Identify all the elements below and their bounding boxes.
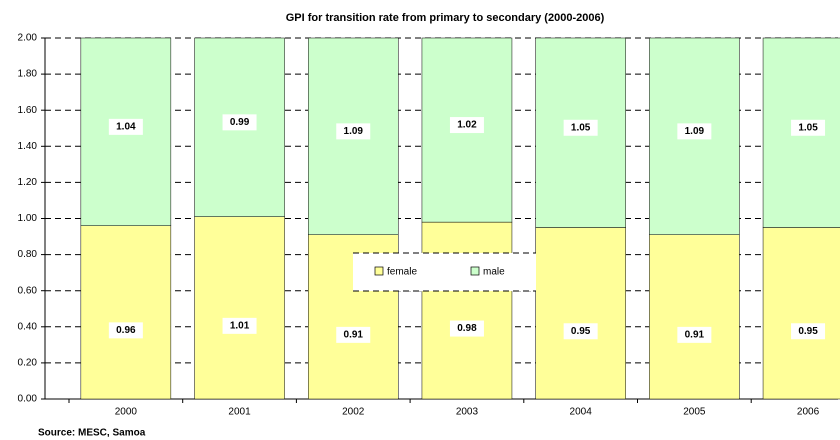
x-tick-label: 2001	[228, 407, 251, 418]
legend-label: female	[387, 267, 417, 278]
x-tick-label: 2000	[115, 407, 138, 418]
data-label: 0.99	[230, 117, 250, 128]
label-box	[791, 323, 826, 340]
legend-swatch	[470, 266, 480, 276]
label-box	[336, 326, 371, 343]
bar-segment	[421, 221, 513, 400]
label-box	[791, 119, 826, 136]
data-label: 1.05	[798, 122, 818, 133]
y-tick-label: 0.40	[18, 321, 38, 332]
label-box	[222, 114, 257, 131]
label-box	[677, 123, 712, 140]
data-label: 1.09	[685, 126, 705, 137]
bar-segment	[762, 227, 840, 400]
y-tick-label: 1.80	[18, 69, 38, 80]
y-tick-label: 0.00	[18, 394, 38, 405]
data-label: 0.91	[685, 330, 705, 341]
bar-segment	[80, 225, 172, 400]
label-box	[222, 317, 257, 334]
data-label: 1.01	[230, 320, 250, 331]
bar-segment	[194, 216, 285, 400]
y-tick-label: 0.60	[18, 285, 38, 296]
chart-title: GPI for transition rate from primary to …	[286, 12, 605, 24]
data-label: 1.09	[344, 126, 364, 137]
legend-label: male	[483, 267, 505, 278]
data-label: 0.95	[798, 326, 818, 337]
data-label: 0.96	[116, 325, 136, 336]
y-tick-label: 0.80	[18, 249, 38, 260]
data-label: 1.04	[116, 122, 136, 133]
x-tick-label: 2004	[570, 407, 593, 418]
label-box	[563, 323, 598, 340]
label-box	[563, 119, 598, 136]
bar-segment	[535, 227, 626, 400]
y-tick-label: 1.40	[18, 141, 38, 152]
label-box	[336, 123, 371, 140]
label-box	[449, 117, 484, 134]
label-box	[449, 320, 484, 337]
data-label: 0.95	[571, 326, 591, 337]
source-note: Source: MESC, Samoa	[38, 428, 146, 439]
data-label: 1.05	[571, 122, 591, 133]
y-tick-label: 1.60	[18, 105, 38, 116]
y-tick-label: 0.20	[18, 358, 38, 369]
y-tick-label: 1.20	[18, 177, 38, 188]
label-box	[108, 118, 143, 135]
x-tick-label: 2006	[797, 407, 820, 418]
x-tick-label: 2003	[456, 407, 479, 418]
bar-segment	[649, 234, 740, 400]
data-label: 1.02	[457, 120, 477, 131]
legend-box	[353, 253, 536, 291]
legend-swatch	[374, 266, 384, 276]
y-tick-label: 1.00	[18, 213, 38, 224]
data-label: 0.98	[457, 323, 477, 334]
y-tick-label: 2.00	[18, 33, 38, 44]
x-tick-label: 2002	[342, 407, 365, 418]
label-box	[677, 326, 712, 343]
x-tick-label: 2005	[683, 407, 706, 418]
label-box	[108, 322, 143, 339]
data-label: 0.91	[344, 330, 364, 341]
